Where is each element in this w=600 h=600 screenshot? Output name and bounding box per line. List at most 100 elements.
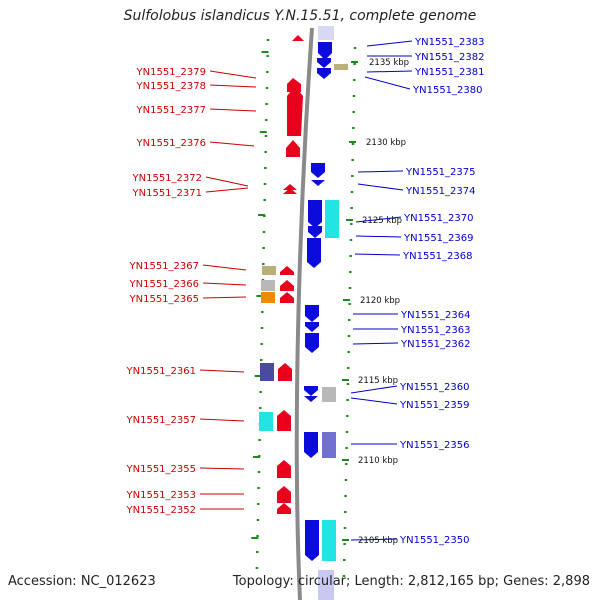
gene-feature [317, 58, 331, 68]
leader-line [357, 170, 404, 173]
gene-feature [280, 280, 294, 291]
leader-line [202, 264, 247, 271]
gene-feature [305, 305, 319, 322]
gene-feature [280, 266, 294, 275]
gene-feature [305, 333, 319, 353]
gene-label: YN1551_2380 [412, 85, 483, 96]
gene-label: YN1551_2381 [414, 67, 485, 78]
gene-label: YN1551_2375 [405, 167, 476, 178]
gene-label: YN1551_2362 [400, 339, 471, 350]
tick-label: 2130 kbp [366, 138, 406, 148]
gene-feature [261, 280, 275, 291]
gene-label: YN1551_2376 [136, 138, 207, 149]
gene-labels-left: YN1551_2379 YN1551_2378 YN1551_2377 YN15… [126, 67, 207, 516]
gene-label: YN1551_2361 [126, 366, 197, 377]
gene-label: YN1551_2353 [126, 490, 197, 501]
leader-line [352, 342, 399, 345]
gene-feature [305, 520, 319, 561]
leader-line [350, 397, 398, 405]
gene-labels-right: YN1551_2383 YN1551_2382 YN1551_2381 YN15… [399, 37, 485, 546]
gene-feature [283, 184, 297, 190]
gene-label: YN1551_2372 [132, 173, 203, 184]
gene-feature [262, 266, 276, 275]
leader-line [366, 70, 413, 73]
genome-summary: Topology: circular; Length: 2,812,165 bp… [232, 574, 590, 589]
leader-line [366, 40, 413, 47]
leader-line [205, 187, 249, 193]
leader-line [209, 70, 257, 79]
gene-label: YN1551_2357 [126, 415, 197, 426]
gene-label: YN1551_2377 [136, 105, 207, 116]
gene-label: YN1551_2379 [136, 67, 207, 78]
leader-line [199, 418, 245, 422]
leader-line [209, 141, 255, 147]
gene-feature [311, 180, 325, 186]
gene-feature [308, 200, 322, 228]
gene-feature [304, 396, 318, 402]
gene-feature [287, 86, 303, 136]
gene-label: YN1551_2369 [403, 233, 474, 244]
gene-label: YN1551_2382 [414, 52, 485, 63]
gene-feature [318, 42, 332, 60]
tick-marks-right [342, 47, 357, 577]
minus-strand-features [259, 35, 304, 514]
gene-feature [260, 363, 274, 381]
gene-feature [325, 200, 339, 238]
gene-label: YN1551_2365 [129, 294, 200, 305]
gene-feature [322, 432, 336, 458]
gene-feature [277, 503, 291, 514]
gene-label: YN1551_2378 [136, 81, 207, 92]
gene-feature [334, 64, 348, 70]
page-title: Sulfolobus islandicus Y.N.15.51, complet… [123, 8, 477, 24]
gene-feature [278, 363, 292, 381]
gene-label: YN1551_2368 [402, 251, 473, 262]
backbone-highlight [318, 570, 334, 600]
backbone-highlight-top [318, 26, 334, 40]
leader-line [350, 385, 398, 394]
gene-label: YN1551_2360 [399, 382, 470, 393]
leader-line [364, 76, 411, 90]
leader-line [350, 538, 398, 541]
gene-feature [259, 412, 273, 431]
leader-line [354, 253, 401, 256]
gene-label: YN1551_2363 [400, 325, 471, 336]
tick-label: 2105 kbp [358, 536, 398, 546]
gene-feature [277, 486, 291, 503]
gene-label: YN1551_2364 [400, 310, 471, 321]
gene-feature [277, 410, 291, 431]
genome-backbone [294, 27, 314, 600]
tick-label: 2125 kbp [362, 216, 402, 226]
gene-feature [317, 68, 331, 79]
gene-label: YN1551_2370 [403, 213, 474, 224]
tick-labels: 2135 kbp 2130 kbp 2125 kbp 2120 kbp 2115… [342, 58, 409, 546]
leader-line [199, 467, 245, 470]
gene-feature [283, 188, 297, 194]
plus-strand-features [304, 42, 348, 561]
gene-feature [280, 292, 294, 303]
tick-label: 2120 kbp [360, 296, 400, 306]
tick-label: 2135 kbp [369, 58, 409, 68]
gene-label: YN1551_2356 [399, 440, 470, 451]
gene-feature [322, 387, 336, 402]
leader-line [199, 369, 245, 373]
gene-feature [261, 292, 275, 303]
leader-line [202, 282, 247, 286]
gene-label: YN1551_2367 [129, 261, 200, 272]
leader-line [357, 183, 404, 191]
tick-marks-left [251, 39, 270, 569]
gene-label: YN1551_2371 [132, 188, 203, 199]
tick-label: 2110 kbp [358, 456, 398, 466]
gene-feature [304, 432, 318, 458]
gene-feature [287, 78, 301, 92]
gene-label: YN1551_2383 [414, 37, 485, 48]
label-leaders [199, 40, 413, 541]
leader-line [202, 296, 247, 299]
gene-label: YN1551_2350 [399, 535, 470, 546]
gene-feature [286, 140, 300, 157]
leader-line [209, 84, 257, 88]
gene-label: YN1551_2374 [405, 186, 476, 197]
gene-feature [311, 163, 325, 178]
leader-line [355, 235, 402, 238]
